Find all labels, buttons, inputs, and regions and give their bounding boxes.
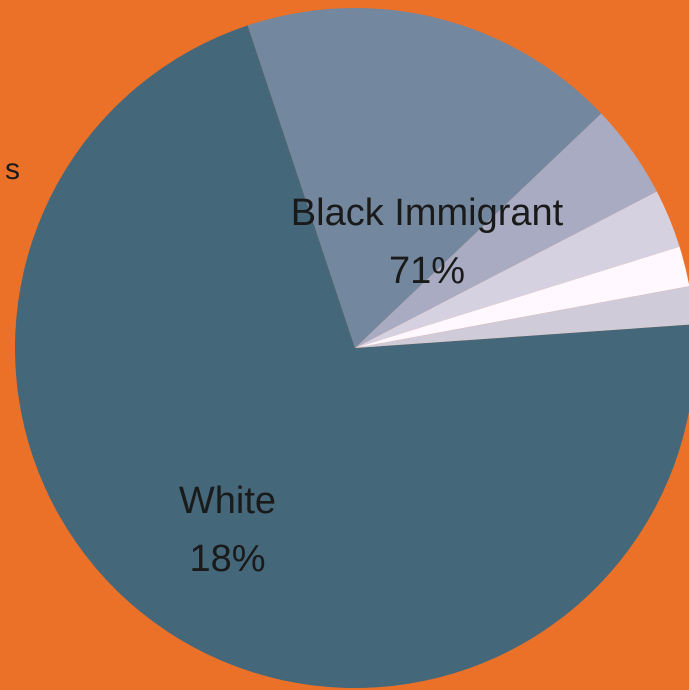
- slice-label-white-percent: 18%: [189, 538, 266, 580]
- slice-label-black-immigrant: Black Immigrant 71%: [267, 184, 587, 300]
- slice-label-black-immigrant-percent: 71%: [388, 250, 466, 292]
- pie-slice-black-immigrant: [15, 25, 689, 688]
- pie-slice-unlabeled-2: [355, 113, 657, 348]
- pie-slice-unlabeled-4: [355, 246, 689, 348]
- pie-slice-unlabeled-3: [355, 191, 680, 348]
- pie-slice-white: [247, 7, 602, 349]
- slice-label-white: White 18%: [140, 472, 315, 588]
- slice-label-black-immigrant-name: Black Immigrant: [290, 192, 564, 234]
- slice-label-white-name: White: [178, 480, 277, 522]
- clipped-slice-label: s: [5, 153, 20, 186]
- pie-slice-unlabeled-5: [355, 286, 689, 348]
